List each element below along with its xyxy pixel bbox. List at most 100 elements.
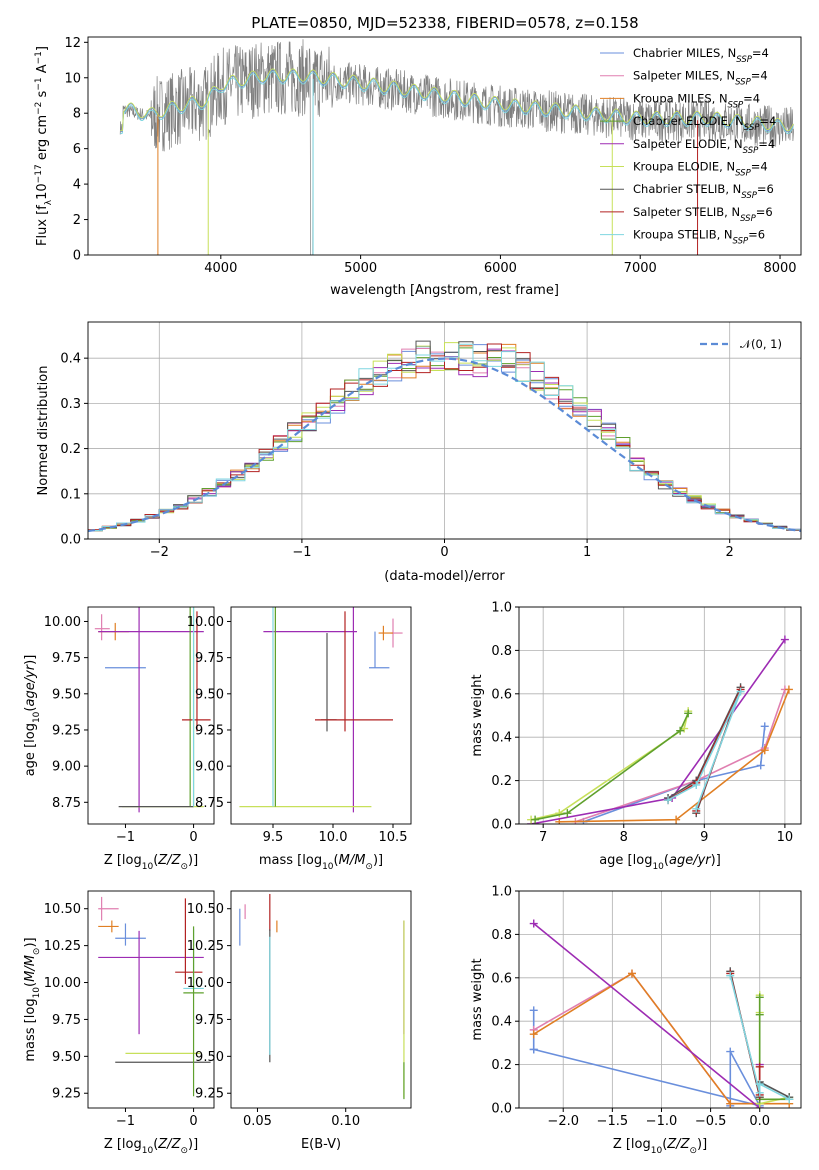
y-tick-label: 9.25: [52, 1087, 81, 1102]
y-tick-label: 9.75: [195, 1013, 224, 1028]
label-part: Z/Z: [666, 1137, 690, 1152]
plus-marker: [672, 815, 681, 824]
y-tick-label: 9.75: [195, 651, 224, 666]
label-part: Chabrier MILES, N: [633, 46, 736, 60]
label-part: erg cm: [35, 115, 50, 164]
x-tick-label: 5000: [344, 261, 377, 276]
plot-area: [239, 893, 405, 1100]
label-part: −17: [34, 164, 44, 183]
label-part: SSP: [733, 237, 749, 247]
label-part: age [log: [599, 853, 652, 868]
x-tick-label: 8: [620, 830, 628, 845]
label-part: SSP: [735, 78, 751, 88]
label-part: SSP: [728, 100, 744, 110]
label-part: 10: [651, 1146, 663, 1156]
label-part: (: [23, 707, 38, 712]
plus-marker: [726, 1099, 735, 1108]
error-bar-point: [369, 631, 390, 669]
y-tick-label: 0.8: [491, 928, 512, 943]
x-tick-label: 1: [583, 545, 591, 560]
plus-marker: [529, 1030, 538, 1039]
x-tick-label: 7000: [624, 261, 657, 276]
legend-label: Salpeter STELIB, NSSP=6: [633, 205, 773, 224]
label-part: =6: [748, 228, 765, 242]
plus-marker: [692, 780, 701, 789]
label-part: 10: [32, 711, 42, 723]
label-part: Flux [f: [35, 205, 50, 246]
error-bar-point: [263, 607, 357, 813]
y-tick-label: 0.4: [491, 731, 512, 746]
y-tick-label: 0.0: [60, 533, 81, 548]
y-tick-label: 0.4: [491, 1015, 512, 1030]
label-part: Kroupa MILES, N: [633, 91, 728, 105]
plus-marker: [726, 971, 735, 980]
label-part: −2: [34, 102, 44, 115]
y-tick-label: 9.00: [195, 760, 224, 775]
label-part: −1: [34, 77, 44, 90]
label-part: M/M: [339, 853, 366, 868]
y-tick-label: 10: [64, 71, 81, 86]
label-part: λ: [44, 199, 54, 205]
plus-marker: [756, 761, 765, 770]
plus-marker: [760, 722, 769, 731]
y-tick-label: 4: [73, 178, 81, 193]
plus-marker: [563, 809, 572, 818]
error-bar-point: [181, 611, 211, 732]
label-part: Z/Z: [157, 853, 181, 868]
label-part: Salpeter MILES, N: [633, 69, 735, 83]
axes-frame: [230, 890, 412, 1109]
label-part: (: [664, 853, 669, 868]
error-bar-point: [239, 607, 372, 808]
plus-marker: [736, 687, 745, 696]
y-tick-label: 10.25: [187, 939, 224, 954]
label-part: SSP: [740, 214, 756, 224]
legend-label: Chabrier ELODIE, NSSP=4: [633, 114, 776, 133]
y-tick-label: 0.0: [491, 818, 512, 833]
error-bar-point: [321, 633, 337, 732]
label-part: 10: [142, 862, 154, 872]
x-tick-label: 0.0: [749, 1114, 770, 1129]
label-part: 10: [322, 862, 334, 872]
legend-label: Salpeter ELODIE, NSSP=4: [633, 137, 775, 156]
x-tick-label: 9: [700, 830, 708, 845]
series-line: [530, 639, 786, 824]
series-line: [530, 711, 689, 821]
series-line: [758, 997, 790, 1101]
plus-marker: [760, 746, 769, 755]
label-part: SSP: [736, 55, 752, 65]
y-tick-label: 0.3: [60, 397, 81, 412]
axes-frame: [518, 890, 802, 1109]
label-part: age/yr: [669, 853, 712, 868]
plus-marker: [529, 1045, 538, 1054]
label-part: Z [log: [613, 1137, 651, 1152]
plot-area: [529, 919, 794, 1108]
label-part: Chabrier STELIB, N: [633, 182, 741, 196]
plus-marker: [755, 1080, 764, 1089]
label-part: =4: [759, 114, 776, 128]
y-tick-label: 8: [73, 107, 81, 122]
y-tick-label: 9.50: [195, 1050, 224, 1065]
label-part: SSP: [741, 191, 757, 201]
y-tick-label: 9.25: [195, 723, 224, 738]
y-tick-label: 9.50: [52, 687, 81, 702]
legend-label: Kroupa STELIB, NSSP=6: [633, 228, 765, 247]
label-part: )]: [23, 937, 38, 947]
y-tick-label: 9.25: [195, 1087, 224, 1102]
label-part: A: [35, 64, 50, 77]
y-tick-label: 0.4: [60, 352, 81, 367]
plus-marker: [755, 1010, 764, 1019]
plot-area: [119, 39, 795, 255]
error-bar-point: [98, 607, 204, 813]
plus-marker: [692, 804, 701, 813]
x-tick-label: 0: [189, 830, 197, 845]
label-part: −1: [34, 51, 44, 64]
error-bar-point: [183, 926, 204, 1097]
label-part: =4: [758, 137, 775, 151]
x-axis-label: wavelength [Angstrom, rest frame]: [330, 283, 559, 298]
label-part: =6: [756, 205, 773, 219]
label-part: ]: [35, 46, 50, 51]
